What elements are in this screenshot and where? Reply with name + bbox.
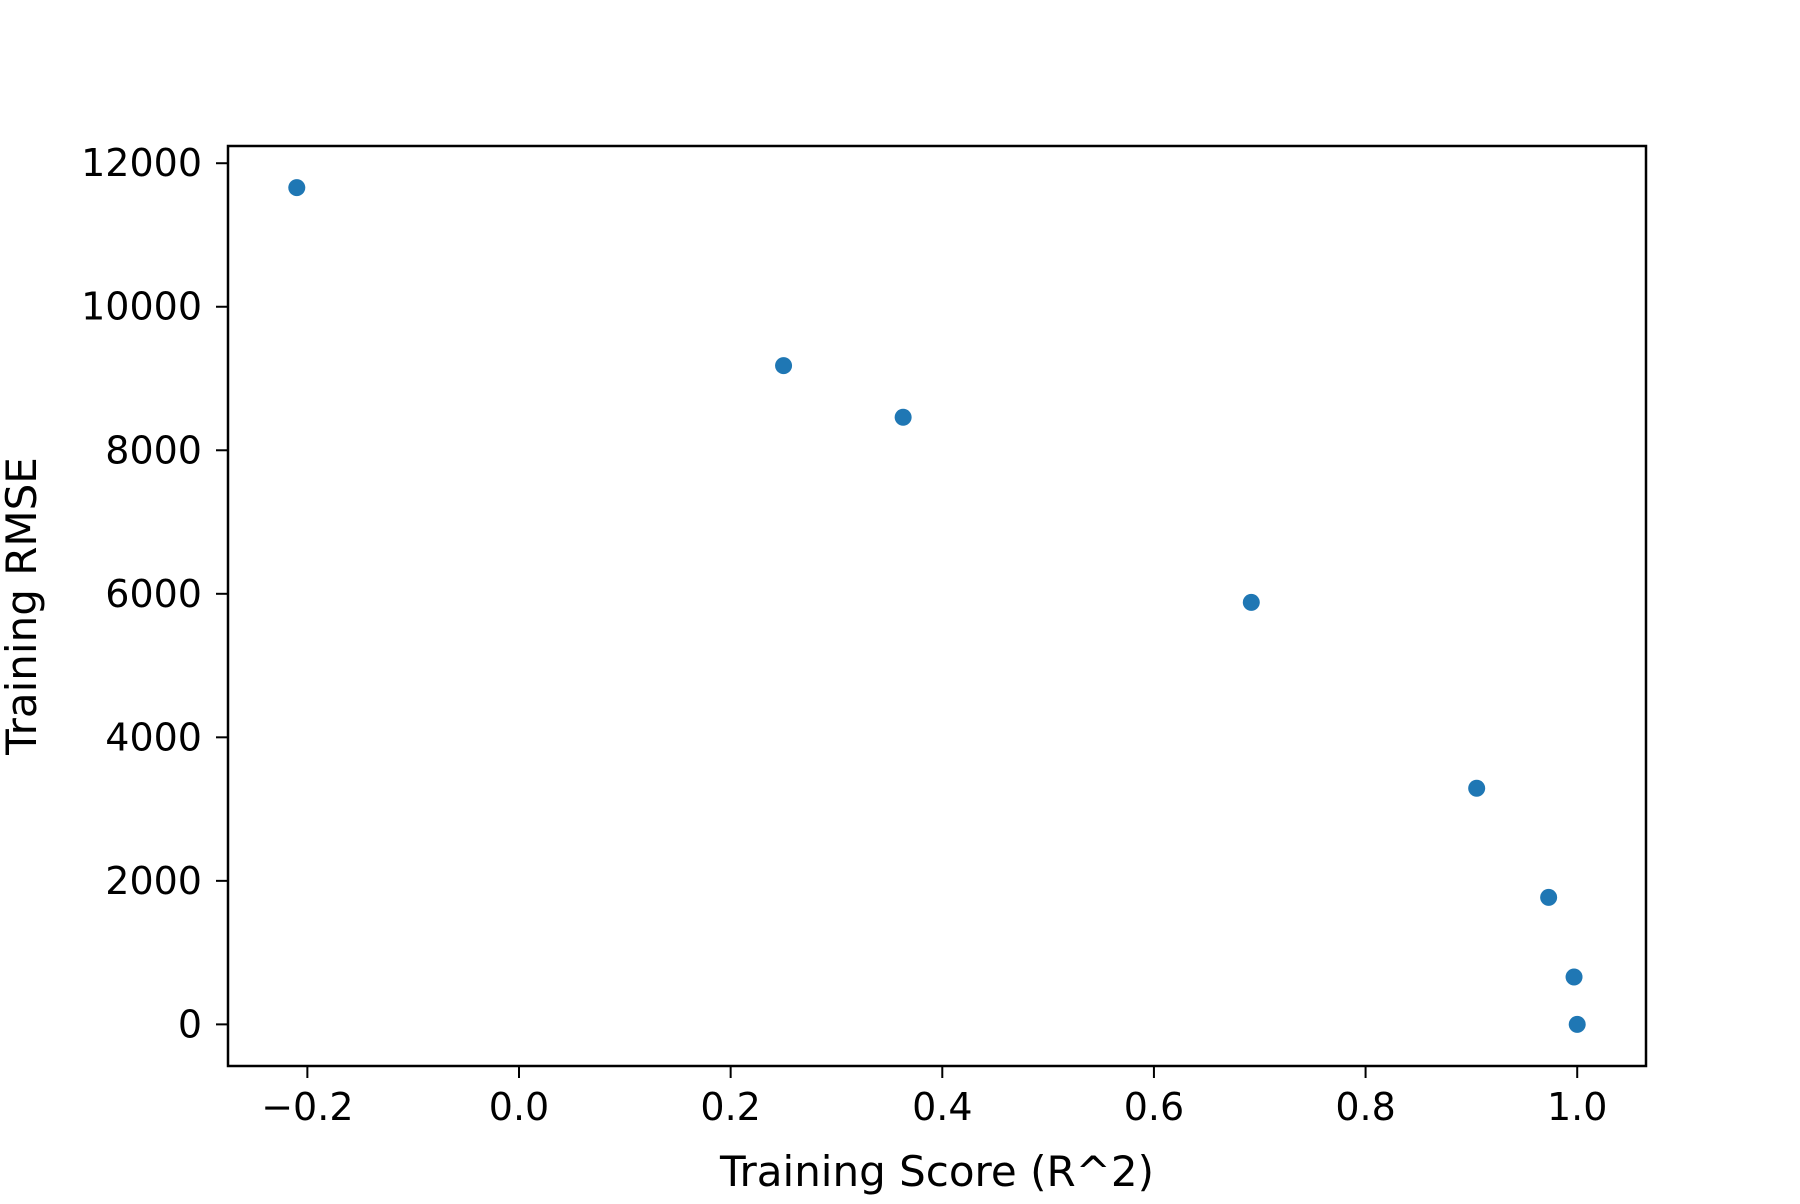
y-tick-label: 6000 — [105, 572, 202, 616]
x-tick-label: 0.6 — [1124, 1085, 1184, 1129]
data-point — [288, 179, 306, 197]
data-point — [1540, 888, 1558, 906]
y-tick-label: 0 — [178, 1002, 202, 1046]
data-point — [1568, 1015, 1586, 1033]
x-tick-label: 0.2 — [700, 1085, 760, 1129]
plot-frame — [226, 144, 1648, 1068]
data-point — [1565, 968, 1583, 986]
x-tick-label: −0.2 — [261, 1085, 353, 1129]
y-tick-label: 4000 — [105, 715, 202, 759]
data-point — [894, 408, 912, 426]
data-point — [1468, 779, 1486, 797]
x-tick-label: 0.4 — [912, 1085, 972, 1129]
data-point — [775, 357, 793, 375]
x-tick-label: 0.8 — [1335, 1085, 1395, 1129]
x-tick-label: 0.0 — [489, 1085, 549, 1129]
x-axis-label: Training Score (R^2) — [719, 1147, 1154, 1196]
y-tick-label: 12000 — [81, 141, 202, 185]
y-tick-label: 10000 — [81, 285, 202, 329]
y-tick-label: 2000 — [105, 859, 202, 903]
marks-layer — [288, 179, 1586, 1033]
ticks-layer: −0.2 0.0 0.2 0.4 0.6 0.8 1.0 0 2000 4000 6000 8000 1… — [81, 141, 1607, 1129]
y-axis-label: Training RMSE — [0, 457, 46, 756]
data-point — [1242, 593, 1260, 611]
x-tick-label: 1.0 — [1547, 1085, 1607, 1129]
y-tick-label: 8000 — [105, 428, 202, 472]
